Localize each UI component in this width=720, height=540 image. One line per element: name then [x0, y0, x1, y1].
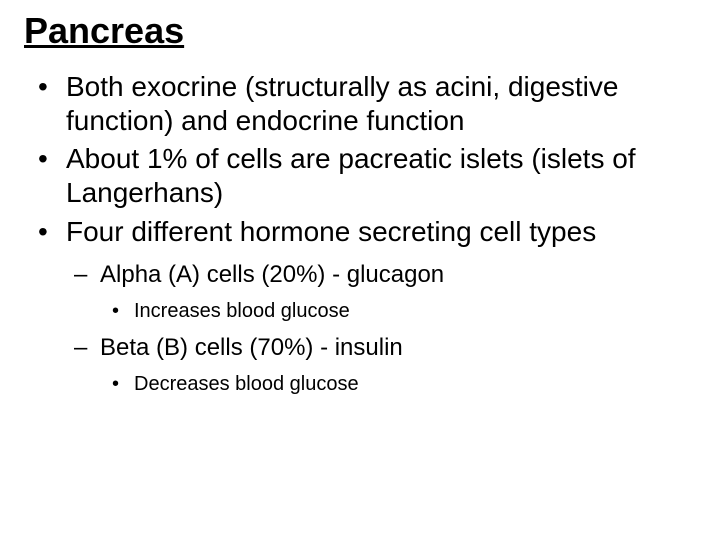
- bullet-list-level2: Alpha (A) cells (20%) - glucagon Increas…: [66, 259, 696, 397]
- list-item: Four different hormone secreting cell ty…: [66, 215, 696, 398]
- list-item: Alpha (A) cells (20%) - glucagon Increas…: [100, 259, 696, 324]
- list-item: Increases blood glucose: [134, 298, 696, 324]
- list-item-text: Alpha (A) cells (20%) - glucagon: [100, 261, 444, 288]
- list-item: Decreases blood glucose: [134, 371, 696, 397]
- list-item-text: Beta (B) cells (70%) - insulin: [100, 334, 403, 361]
- list-item-text: Four different hormone secreting cell ty…: [66, 216, 596, 247]
- bullet-list-level3: Increases blood glucose: [100, 298, 696, 324]
- bullet-list-level1: Both exocrine (structurally as acini, di…: [24, 70, 696, 397]
- bullet-list-level3: Decreases blood glucose: [100, 371, 696, 397]
- list-item: Both exocrine (structurally as acini, di…: [66, 70, 696, 138]
- list-item: Beta (B) cells (70%) - insulin Decreases…: [100, 332, 696, 397]
- slide-title: Pancreas: [24, 10, 696, 52]
- list-item: About 1% of cells are pacreatic islets (…: [66, 142, 696, 210]
